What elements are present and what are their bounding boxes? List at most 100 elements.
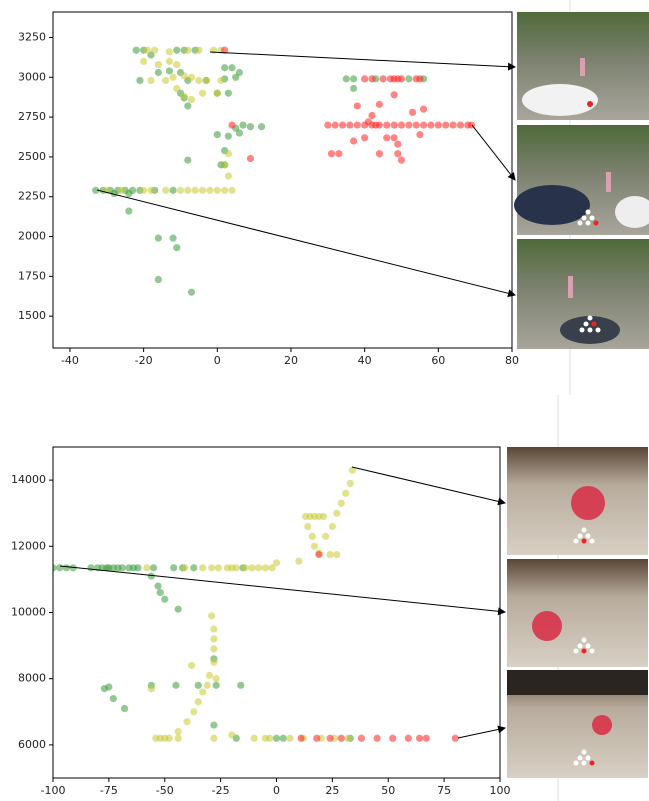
photo <box>507 447 648 555</box>
point <box>118 564 126 572</box>
point <box>132 46 140 54</box>
point <box>205 671 214 679</box>
point <box>210 645 218 653</box>
point <box>162 76 170 85</box>
point <box>228 64 236 72</box>
point <box>184 156 192 164</box>
point <box>397 156 406 164</box>
point <box>224 150 232 158</box>
point <box>255 564 263 572</box>
point <box>315 550 323 559</box>
x-tick-label: 20 <box>284 354 298 367</box>
points <box>92 46 476 296</box>
point <box>266 734 274 742</box>
point <box>174 734 182 742</box>
point <box>194 698 202 706</box>
point <box>322 532 330 540</box>
point <box>327 150 336 158</box>
x-tick-label: 100 <box>490 784 511 797</box>
point <box>416 75 424 83</box>
point <box>195 76 203 85</box>
point <box>390 91 398 99</box>
point <box>337 734 345 742</box>
point <box>174 605 182 613</box>
point <box>224 172 232 180</box>
x-tick-label: 50 <box>381 784 395 797</box>
point <box>338 121 347 129</box>
point <box>389 734 397 742</box>
point <box>326 550 334 559</box>
point <box>416 131 424 139</box>
point <box>187 288 196 296</box>
point <box>180 72 188 80</box>
point <box>172 681 180 689</box>
point <box>434 121 442 129</box>
point <box>221 64 229 72</box>
arrows <box>59 51 516 739</box>
point <box>224 89 232 97</box>
point <box>140 186 148 194</box>
x-tick-label: -25 <box>212 784 230 797</box>
point <box>221 186 229 194</box>
plots: -40 -20 0 20 40 60 80 1500 1750 2000 2250 2500 2750 3… <box>11 11 519 797</box>
point <box>295 557 303 565</box>
point <box>228 121 236 129</box>
point <box>308 532 316 540</box>
x-tick-label: 80 <box>505 354 519 367</box>
point <box>456 121 465 129</box>
point <box>92 186 100 194</box>
point <box>383 121 391 129</box>
y-tick-label: 1750 <box>18 269 46 282</box>
point <box>134 564 142 572</box>
chart: -40 -20 0 20 40 60 80 1500 1750 2000 2250 2500 2750 3… <box>18 11 519 367</box>
point <box>156 589 164 597</box>
point <box>335 150 343 158</box>
point <box>228 731 236 739</box>
point <box>143 46 151 54</box>
point <box>140 57 148 65</box>
photo <box>507 670 648 778</box>
point <box>353 102 361 110</box>
point <box>268 564 276 572</box>
y-tick-label: 14000 <box>11 473 46 486</box>
point <box>342 489 350 497</box>
y-tick-label: 3000 <box>18 70 46 83</box>
point <box>212 675 220 683</box>
point <box>199 564 207 572</box>
point <box>169 234 177 242</box>
point <box>375 121 383 129</box>
point <box>368 75 376 83</box>
point <box>62 564 71 572</box>
point <box>105 564 113 572</box>
point <box>213 89 221 97</box>
point <box>154 234 162 242</box>
point <box>333 509 341 517</box>
point <box>184 186 192 194</box>
point <box>165 57 174 65</box>
point <box>170 564 178 572</box>
point <box>213 131 221 139</box>
point <box>250 734 258 742</box>
point <box>373 734 381 742</box>
point <box>346 121 354 129</box>
point <box>408 108 417 116</box>
point <box>187 95 196 104</box>
point <box>136 76 144 85</box>
point <box>187 73 196 81</box>
point <box>324 121 332 129</box>
point <box>154 275 162 284</box>
point <box>246 123 255 131</box>
point <box>147 76 155 85</box>
y-tick-label: 2250 <box>18 190 46 203</box>
point <box>210 721 218 729</box>
y-tick-label: 1500 <box>18 309 46 322</box>
point <box>449 121 457 129</box>
point <box>328 522 336 531</box>
point <box>235 129 243 137</box>
point <box>190 564 198 572</box>
point <box>165 67 174 75</box>
x-tick-label: -20 <box>135 354 153 367</box>
point <box>194 681 202 689</box>
point <box>272 734 281 742</box>
point <box>174 728 182 736</box>
